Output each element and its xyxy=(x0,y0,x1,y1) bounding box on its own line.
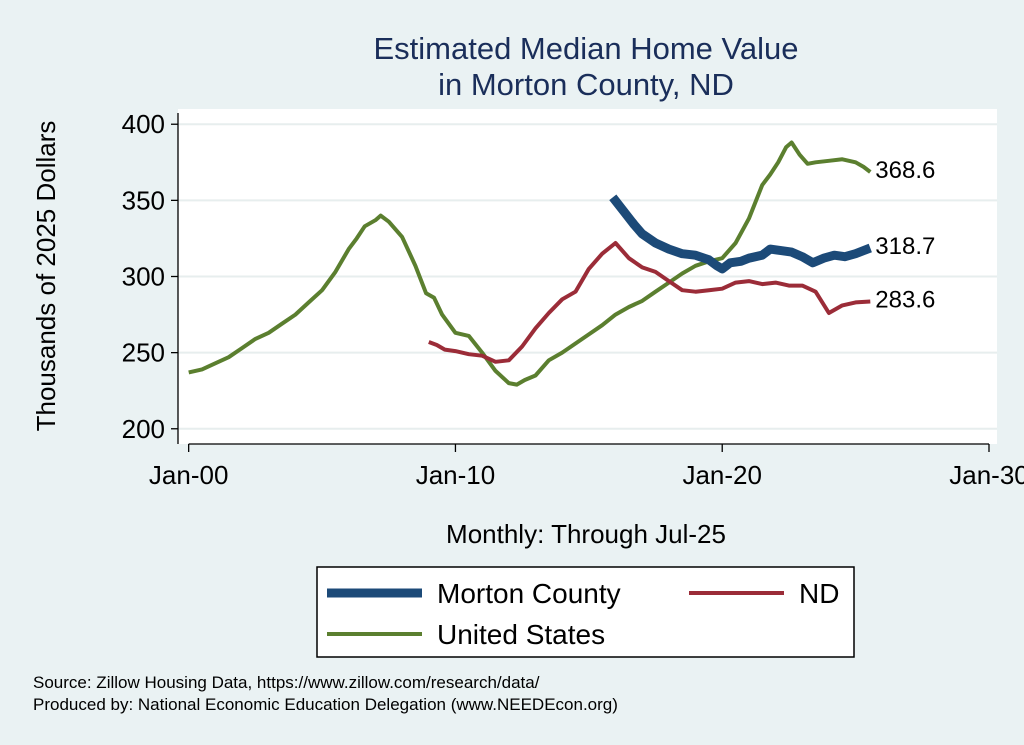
chart-title-line1: Estimated Median Home Value xyxy=(373,31,798,66)
y-axis: 200 250 300 350 400 xyxy=(122,109,179,444)
series-line-morton-county xyxy=(609,194,872,274)
y-tick-label-400: 400 xyxy=(122,109,165,139)
x-tick-label-jan-00: Jan-00 xyxy=(149,460,229,490)
x-axis-title: Monthly: Through Jul-25 xyxy=(446,519,726,549)
gridlines xyxy=(178,123,997,430)
y-tick-label-250: 250 xyxy=(122,338,165,368)
y-axis-title: Thousands of 2025 Dollars xyxy=(31,121,61,432)
chart-title-line2: in Morton County, ND xyxy=(438,67,734,102)
legend-label-nd: ND xyxy=(799,578,839,609)
end-label-nd: 283.6 xyxy=(875,286,935,313)
y-tick-label-200: 200 xyxy=(122,414,165,444)
x-tick-label-jan-10: Jan-10 xyxy=(416,460,496,490)
legend-label-morton-county: Morton County xyxy=(437,578,621,609)
series-line-nd xyxy=(428,241,871,364)
end-label-morton-county: 318.7 xyxy=(875,233,935,260)
y-tick-label-300: 300 xyxy=(122,262,165,292)
x-tick-label-jan-30: Jan-30 xyxy=(949,460,1024,490)
x-tick-label-jan-20: Jan-20 xyxy=(682,460,762,490)
legend-box xyxy=(316,566,855,658)
source-note: Source: Zillow Housing Data, https://www… xyxy=(33,673,540,692)
y-tick-label-350: 350 xyxy=(122,185,165,215)
end-label-united-states: 368.6 xyxy=(875,157,935,184)
series-line-united-states xyxy=(188,140,872,387)
x-axis: Jan-00 Jan-10 Jan-20 Jan-30 xyxy=(149,443,1024,490)
legend-label-united-states: United States xyxy=(437,619,605,650)
produced-by-note: Produced by: National Economic Education… xyxy=(33,695,618,714)
series-lines xyxy=(188,140,872,387)
end-labels: 368.6 283.6 318.7 xyxy=(875,157,935,313)
legend: Morton County ND United States xyxy=(316,566,855,658)
